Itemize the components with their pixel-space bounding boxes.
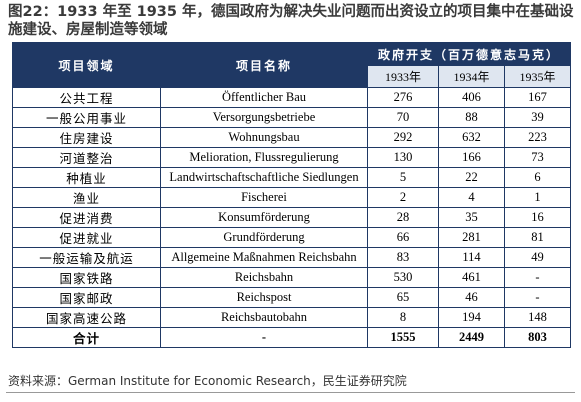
project-name: Fischerei (160, 187, 368, 208)
spending-1933: 2 (367, 187, 439, 208)
table-row: 促进就业 Grundförderung 66 281 81 (12, 227, 572, 248)
project-area: 渔业 (12, 187, 161, 208)
year-header: 1935年 (503, 65, 572, 88)
spending-1935: 6 (503, 167, 572, 188)
spending-1935: 148 (503, 307, 572, 328)
project-area: 国家高速公路 (12, 307, 161, 328)
project-area: 公共工程 (12, 87, 161, 108)
project-name: Konsumförderung (160, 207, 368, 228)
spending-1934: 461 (438, 267, 505, 288)
spending-1935: 803 (503, 327, 572, 348)
data-table: 项目领域 项目名称 政府开支（百万德意志马克） 1933年 1934年 1935… (12, 42, 572, 348)
spending-1933: 1555 (367, 327, 439, 348)
spending-1934: 194 (438, 307, 505, 328)
table-row: 住房建设 Wohnungsbau 292 632 223 (12, 127, 572, 148)
spending-1935: 167 (503, 87, 572, 108)
table-row: 促进消费 Konsumförderung 28 35 16 (12, 207, 572, 228)
source-note: 资料来源：German Institute for Economic Resea… (8, 374, 407, 388)
spending-1933: 28 (367, 207, 439, 228)
spending-1935: - (503, 287, 572, 308)
project-area: 国家铁路 (12, 267, 161, 288)
spending-1934: 166 (438, 147, 505, 168)
table-row: 国家邮政 Reichspost 65 46- (12, 287, 572, 308)
title: 图22：1933 年至 1935 年，德国政府为解决失业问题而出资设立的项目集中… (8, 4, 574, 38)
spending-1934: 88 (438, 107, 505, 128)
table-row: 公共工程 Öffentlicher Bau 276 406 167 (12, 87, 572, 108)
table-row: 合计 -1555 2449 803 (12, 327, 572, 348)
project-name: Reichspost (160, 287, 368, 308)
table-row: 渔业 Fischerei 2 4 1 (12, 187, 572, 208)
project-area: 河道整治 (12, 147, 161, 168)
table-row: 一般运输及航运 Allgemeine Maßnahmen Reichsbahn 83… (12, 247, 572, 268)
table-row: 一般公用事业 Versorgungsbetriebe 70 88 39 (12, 107, 572, 128)
project-name: Landwirtschaftschaftliche Siedlungen (160, 167, 368, 188)
project-name: Wohnungsbau (160, 127, 368, 148)
spending-1934: 114 (438, 247, 505, 268)
table-row: 国家铁路 Reichsbahn 530 461- (12, 267, 572, 288)
project-area: 一般公用事业 (12, 107, 161, 128)
spending-1935: 49 (503, 247, 572, 268)
spending-1934: 4 (438, 187, 505, 208)
column-header: 政府开支（百万德意志马克） (366, 42, 572, 66)
spending-1934: 281 (438, 227, 505, 248)
spending-1933: 65 (367, 287, 439, 308)
spending-1933: 130 (367, 147, 439, 168)
spending-1934: 632 (438, 127, 505, 148)
project-name: Grundförderung (160, 227, 368, 248)
spending-1933: 83 (367, 247, 439, 268)
table-row: 国家高速公路 Reichsbautobahn 8 194 148 (12, 307, 572, 328)
table-row: 种植业 Landwirtschaftschaftliche Siedlungen 5… (12, 167, 572, 188)
spending-1935: 73 (503, 147, 572, 168)
project-name: Melioration, Flussregulierung (160, 147, 368, 168)
project-name: - (160, 327, 368, 348)
project-area: 国家邮政 (12, 287, 161, 308)
spending-1935: 223 (503, 127, 572, 148)
table-body: 公共工程 Öffentlicher Bau 276 406 167 一般公用事业 Verso… (12, 87, 572, 348)
spending-1935: 16 (503, 207, 572, 228)
project-area: 促进消费 (12, 207, 161, 228)
rule (6, 392, 575, 393)
spending-1934: 406 (438, 87, 505, 108)
column-header: 项目名称 (160, 42, 368, 88)
project-area: 一般运输及航运 (12, 247, 161, 268)
spending-1933: 8 (367, 307, 439, 328)
project-area: 促进就业 (12, 227, 161, 248)
spending-1935: - (503, 267, 572, 288)
spending-1933: 70 (367, 107, 439, 128)
project-area: 种植业 (12, 167, 161, 188)
spending-1933: 292 (367, 127, 439, 148)
project-name: Reichsbautobahn (160, 307, 368, 328)
project-area: 住房建设 (12, 127, 161, 148)
spending-1935: 39 (503, 107, 572, 128)
project-name: Versorgungsbetriebe (160, 107, 368, 128)
spending-1934: 22 (438, 167, 505, 188)
project-name: Öffentlicher Bau (160, 87, 368, 108)
spending-1933: 66 (367, 227, 439, 248)
spending-1935: 1 (503, 187, 572, 208)
year-header: 1933年 (367, 65, 439, 88)
year-header: 1934年 (438, 65, 505, 88)
project-area: 合计 (12, 327, 161, 348)
project-name: Reichsbahn (160, 267, 368, 288)
project-name: Allgemeine Maßnahmen Reichsbahn (160, 247, 368, 268)
spending-1933: 5 (367, 167, 439, 188)
spending-1933: 276 (367, 87, 439, 108)
table-row: 河道整治 Melioration, Flussregulierung 130 166 7… (12, 147, 572, 168)
spending-1935: 81 (503, 227, 572, 248)
spending-1933: 530 (367, 267, 439, 288)
spending-1934: 46 (438, 287, 505, 308)
spending-1934: 35 (438, 207, 505, 228)
column-header: 项目领域 (12, 42, 161, 88)
spending-1934: 2449 (438, 327, 505, 348)
